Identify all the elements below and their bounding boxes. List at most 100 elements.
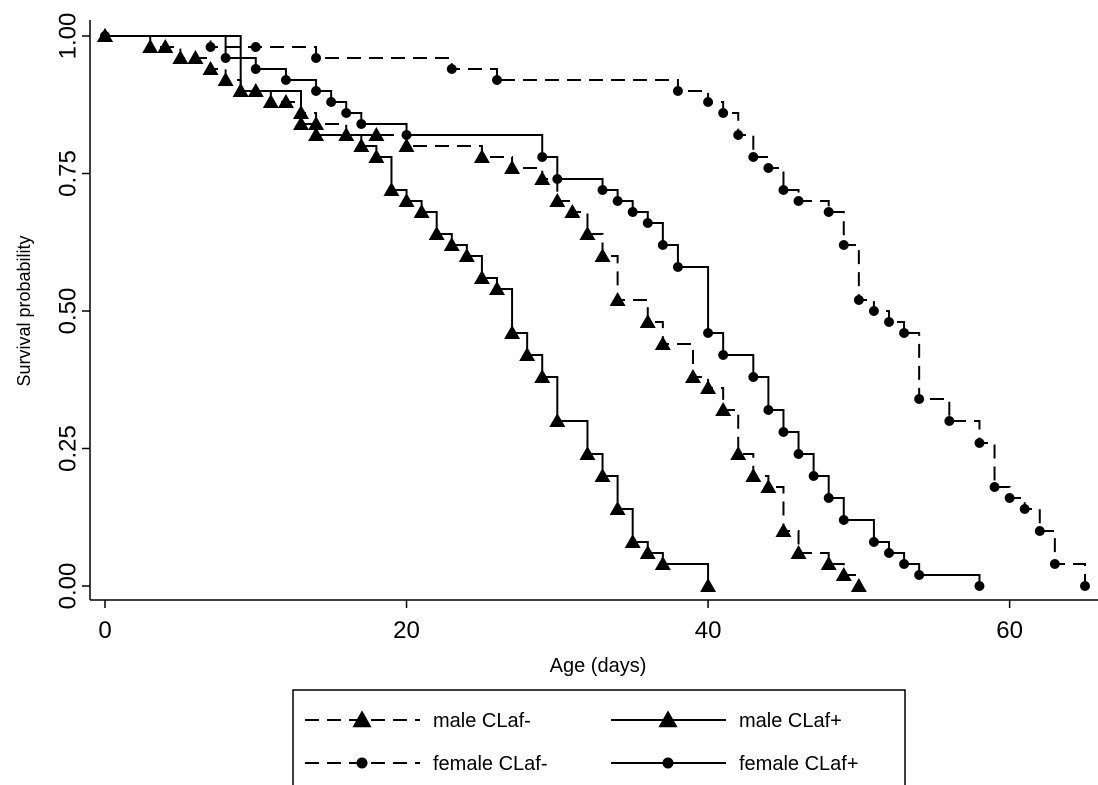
data-point — [868, 306, 879, 316]
data-point — [899, 559, 910, 569]
data-point — [504, 325, 521, 339]
data-point — [823, 493, 834, 503]
data-point — [763, 405, 774, 415]
data-point — [835, 567, 852, 581]
data-point — [172, 50, 189, 64]
x-tick-label: 20 — [393, 617, 420, 644]
data-point — [564, 204, 581, 218]
data-point — [202, 61, 219, 75]
x-axis-title: Age (days) — [550, 655, 647, 677]
data-point — [549, 193, 566, 207]
y-tick-label: 1.00 — [55, 13, 82, 60]
data-point — [808, 471, 819, 481]
data-point — [1049, 559, 1060, 569]
data-point — [311, 86, 322, 96]
data-point — [534, 369, 551, 383]
data-point — [579, 446, 596, 460]
data-point — [519, 347, 536, 361]
data-point — [549, 413, 566, 427]
data-point — [534, 171, 551, 185]
legend-marker — [662, 757, 674, 769]
data-point — [326, 97, 337, 107]
data-point — [383, 182, 400, 196]
data-point — [760, 479, 777, 493]
legend-label: male CLaf- — [433, 710, 531, 732]
x-tick-label: 0 — [98, 617, 111, 644]
legend-label: female CLaf+ — [739, 753, 859, 775]
data-point — [187, 50, 204, 64]
legend-label: male CLaf+ — [739, 710, 842, 732]
data-point — [594, 468, 611, 482]
data-point — [398, 138, 415, 152]
data-point — [356, 119, 367, 129]
data-point — [311, 53, 322, 63]
x-tick-label: 40 — [695, 617, 722, 644]
data-point — [205, 42, 216, 52]
y-tick-label: 0.00 — [55, 563, 82, 610]
data-point — [489, 281, 505, 295]
data-point — [492, 75, 502, 85]
data-point — [639, 545, 656, 559]
data-point — [715, 402, 732, 416]
data-point — [341, 108, 352, 118]
data-point — [262, 94, 279, 108]
data-point — [232, 83, 249, 97]
data-point — [642, 218, 653, 228]
legend-box — [292, 689, 906, 785]
series-line — [105, 35, 1086, 586]
data-point — [368, 149, 385, 163]
legend-item: male CLaf- — [305, 710, 531, 732]
data-point — [280, 75, 291, 85]
data-point — [142, 39, 159, 53]
data-point — [700, 380, 717, 394]
data-point — [790, 545, 807, 559]
legend-item: male CLaf+ — [611, 710, 842, 732]
data-point — [793, 196, 804, 206]
data-point — [778, 185, 789, 195]
data-point — [748, 152, 759, 162]
data-point — [718, 108, 729, 118]
data-point — [703, 328, 714, 338]
legend-item: female CLaf- — [305, 753, 548, 775]
data-point — [793, 449, 804, 459]
data-point — [748, 372, 759, 382]
data-point — [884, 317, 894, 327]
legend-label: female CLaf- — [433, 753, 548, 775]
data-point — [594, 248, 611, 262]
data-point — [775, 523, 792, 537]
data-point — [974, 581, 985, 591]
data-point — [624, 534, 641, 548]
data-point — [685, 369, 701, 383]
data-point — [353, 138, 370, 152]
data-point — [473, 149, 490, 163]
data-point — [308, 127, 325, 141]
data-point — [100, 31, 110, 41]
series-layer — [97, 28, 1090, 592]
data-point — [974, 438, 985, 448]
data-point — [443, 237, 460, 251]
data-point — [733, 130, 744, 140]
data-point — [944, 416, 955, 426]
axes: 0.00 0.25 0.50 0.75 1.00 0 20 40 60 — [55, 13, 1098, 644]
data-point — [401, 130, 412, 140]
data-point — [989, 482, 1000, 492]
data-point — [657, 240, 668, 250]
series-male-claf — [97, 28, 867, 592]
data-point — [823, 207, 834, 217]
data-point — [293, 116, 309, 130]
y-tick-label: 0.50 — [55, 288, 82, 335]
data-point — [627, 207, 638, 217]
series-female-claf — [100, 31, 985, 591]
legend-marker — [658, 710, 678, 728]
data-point — [446, 64, 457, 74]
series-line — [105, 35, 860, 586]
series-line — [105, 35, 981, 586]
data-point — [368, 127, 385, 141]
data-point — [672, 86, 683, 96]
legend: male CLaf-male CLaf+ female CLaf-female C… — [292, 689, 906, 785]
data-point — [398, 193, 415, 207]
data-point — [838, 240, 849, 250]
data-point — [413, 204, 430, 218]
data-point — [579, 226, 596, 240]
